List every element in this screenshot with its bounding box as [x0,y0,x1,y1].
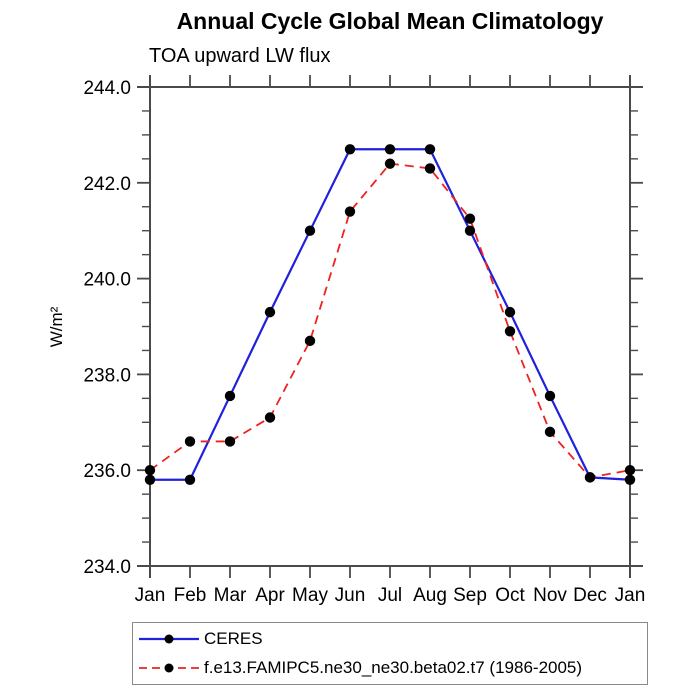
legend: CERES f.e13.FAMIPC5.ne30_ne30.beta02.t7 … [132,622,648,685]
legend-line-sample-solid [139,634,199,644]
data-point-marker [424,163,436,174]
x-tick-label: Aug [413,585,447,606]
data-point-marker [624,465,636,476]
y-tick-label: 240.0 [83,270,131,291]
x-tick-label: Dec [573,585,607,606]
data-point-marker [384,144,396,155]
x-tick-label: Nov [533,585,567,606]
data-point-marker [264,306,276,318]
legend-line-sample-dashed [139,663,199,673]
data-point-marker [184,474,196,485]
x-tick-label: Mar [214,585,247,606]
x-tick-label: Apr [255,585,285,606]
data-point-marker [224,390,236,402]
data-point-marker [424,144,436,155]
data-point-marker [304,335,316,347]
series-line-ceres [150,148,631,481]
legend-label-ceres: CERES [204,629,263,648]
chart-title: Annual Cycle Global Mean Climatology [176,8,604,34]
x-tick-label: Jun [335,585,366,606]
x-tick-label: Jul [378,585,402,606]
x-tick-label: May [292,585,328,606]
x-tick-label: Jan [615,585,646,606]
x-tick-label: Jan [135,585,166,606]
series-line-model [149,162,631,479]
data-point-marker [144,474,156,485]
data-point-marker [304,225,316,236]
data-point-marker [224,436,236,447]
data-point-marker [544,426,556,438]
y-axis-label: W/m² [47,306,66,347]
data-point-marker [504,306,516,318]
data-point-marker [464,213,476,224]
legend-label-model: f.e13.FAMIPC5.ne30_ne30.beta02.t7 (1986-… [204,658,583,677]
y-tick-label: 236.0 [83,461,131,482]
x-tick-label: Feb [174,585,207,606]
data-point-marker [384,158,396,169]
data-point-marker [544,390,556,402]
data-point-marker [584,472,596,483]
data-point-marker [344,206,356,217]
data-point-marker [144,465,156,476]
data-point-marker [464,225,476,236]
x-tick-label: Sep [453,585,487,606]
legend-item-ceres: CERES [133,626,647,652]
y-tick-label: 238.0 [83,365,131,386]
y-tick-label: 244.0 [83,78,131,99]
data-point-marker [624,474,636,485]
chart-subtitle: TOA upward LW flux [149,45,331,67]
y-tick-label: 234.0 [83,557,131,578]
y-tick-label: 242.0 [83,174,131,195]
legend-item-model: f.e13.FAMIPC5.ne30_ne30.beta02.t7 (1986-… [133,655,647,681]
data-point-marker [504,326,516,337]
data-point-marker [264,412,276,423]
data-point-marker [184,436,196,447]
x-tick-label: Oct [495,585,525,606]
data-point-marker [344,144,356,155]
